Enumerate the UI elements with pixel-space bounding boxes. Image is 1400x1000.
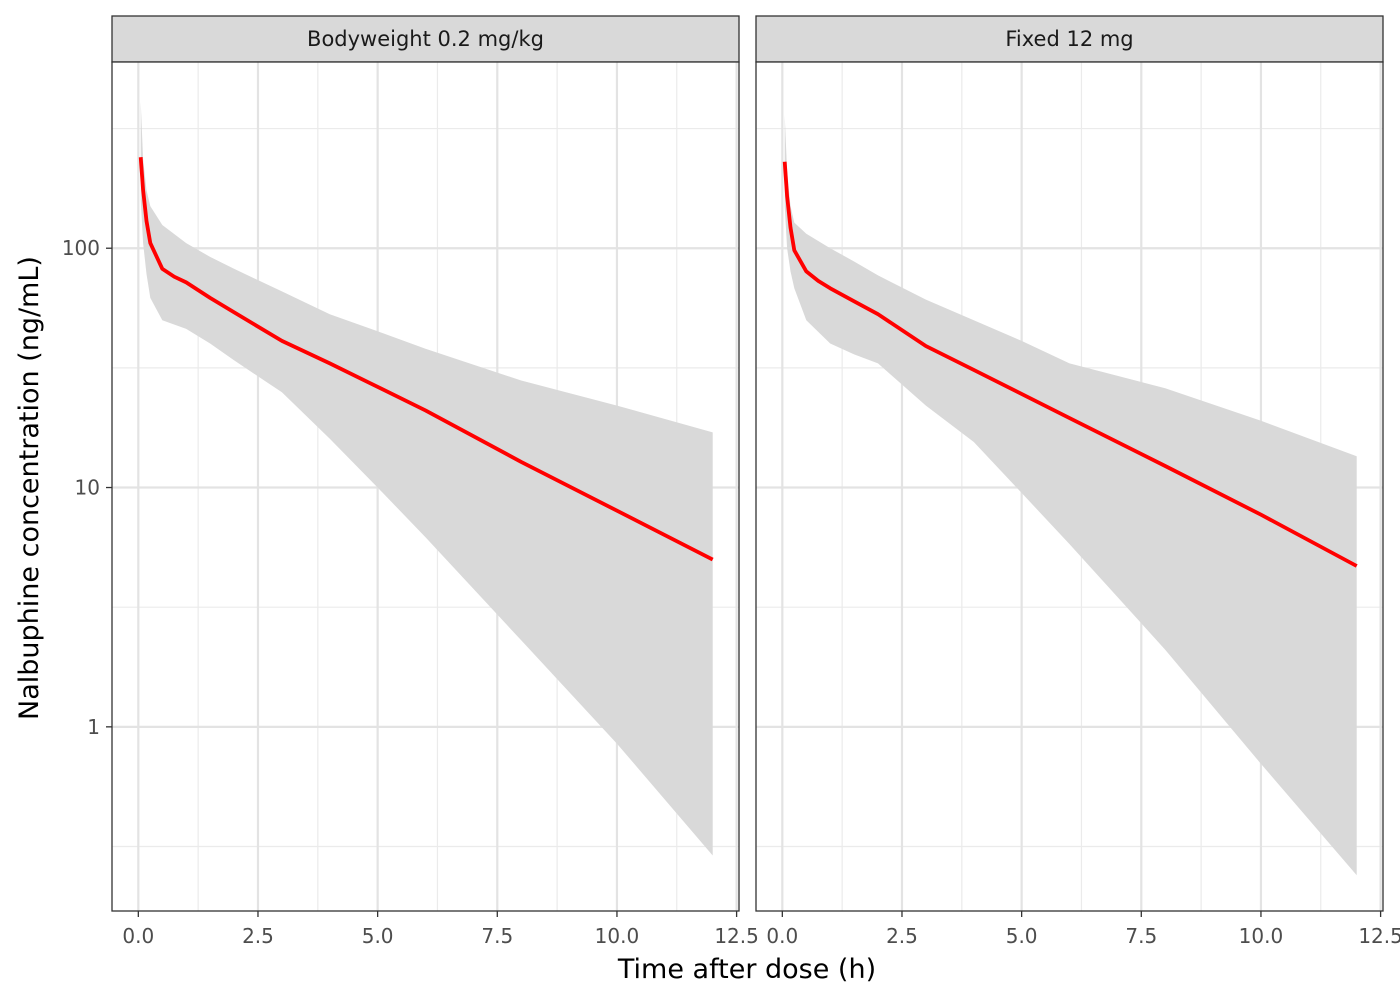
panel-border (755, 61, 1384, 912)
x-tick-label: 7.5 (1125, 924, 1157, 948)
gridlines (756, 62, 1383, 911)
facet-strip (111, 15, 740, 63)
gridlines (112, 62, 739, 911)
facet-panel-2: Fixed 12 mg 0.0 2.5 5.0 7.5 10.0 12.5 (755, 15, 1400, 948)
x-tick-label: 7.5 (481, 924, 513, 948)
x-tick-label: 10.0 (1239, 924, 1284, 948)
x-axis-title: Time after dose (h) (617, 954, 876, 985)
y-tick-label: 100 (62, 236, 100, 260)
median-concentration-line (782, 161, 1358, 568)
x-axis: 0.0 2.5 5.0 7.5 10.0 12.5 (766, 911, 1400, 948)
median-concentration-line (138, 157, 714, 562)
x-tick-label: 5.0 (362, 924, 394, 948)
x-tick-label: 12.5 (714, 924, 759, 948)
panels-layer: Bodyweight 0.2 mg/kg 0.0 2.5 5.0 7.5 10.0 12.5… (111, 15, 1400, 948)
x-tick-label: 12.5 (1358, 924, 1400, 948)
facet-strip-title: Bodyweight 0.2 mg/kg (307, 27, 544, 51)
x-axis: 0.0 2.5 5.0 7.5 10.0 12.5 (122, 911, 759, 948)
x-tick-label: 2.5 (242, 924, 274, 948)
facet-strip (755, 15, 1384, 63)
x-tick-label: 2.5 (886, 924, 918, 948)
y-axis: 1 10 100 (62, 236, 112, 739)
x-tick-label: 0.0 (766, 924, 798, 948)
prediction-interval-ribbon (140, 101, 713, 856)
prediction-interval-ribbon (784, 115, 1357, 876)
facet-panel-1: Bodyweight 0.2 mg/kg 0.0 2.5 5.0 7.5 10.0 12.5 (111, 15, 759, 948)
facet-strip-title: Fixed 12 mg (1005, 27, 1133, 51)
panel-border (111, 61, 740, 912)
x-tick-label: 0.0 (122, 924, 154, 948)
y-tick-label: 10 (75, 476, 100, 500)
x-tick-label: 10.0 (595, 924, 640, 948)
x-tick-label: 5.0 (1006, 924, 1038, 948)
y-tick-label: 1 (87, 715, 100, 739)
y-axis-title: Nalbuphine concentration (ng/mL) (14, 256, 45, 720)
